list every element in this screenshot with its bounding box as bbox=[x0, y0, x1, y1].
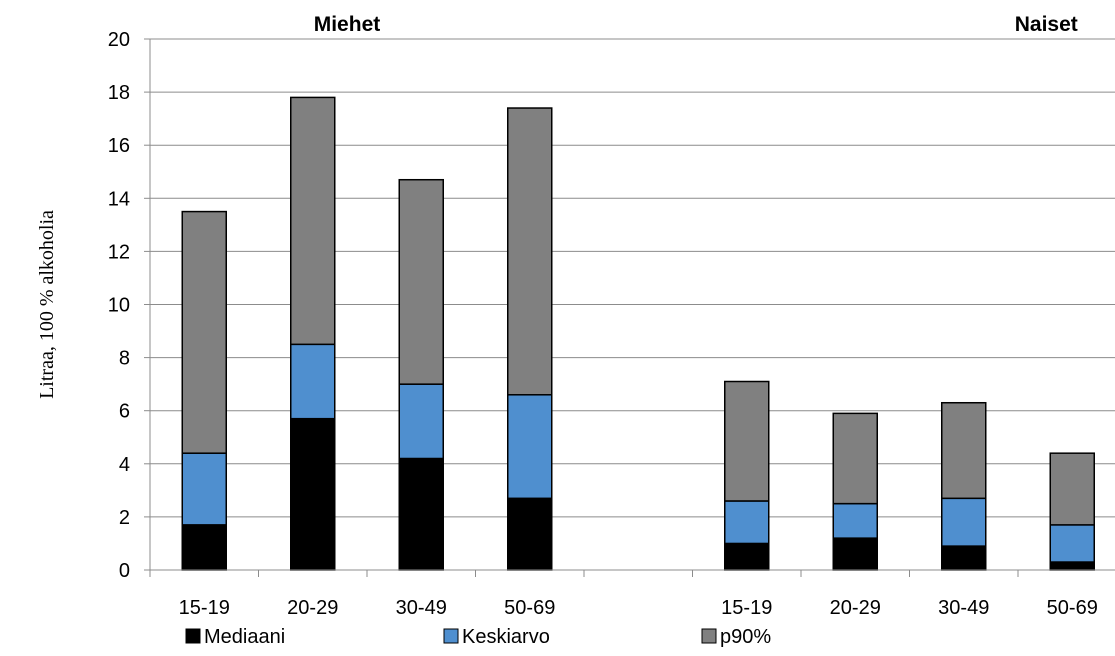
legend-label: Keskiarvo bbox=[462, 626, 550, 648]
y-tick-label: 12 bbox=[108, 241, 130, 263]
y-tick-label: 2 bbox=[119, 507, 130, 529]
bar-segment-mediaani bbox=[507, 497, 553, 571]
bar-segment-keskiarvo bbox=[724, 500, 770, 545]
bar-segment-p90- bbox=[507, 107, 553, 396]
group-label: Naiset bbox=[1015, 13, 1078, 36]
bar-segment-keskiarvo bbox=[290, 343, 336, 420]
legend-label: p90% bbox=[720, 626, 771, 648]
legend-swatch bbox=[701, 628, 717, 644]
legend-label: Mediaani bbox=[204, 626, 285, 648]
bar-segment-keskiarvo bbox=[941, 497, 987, 547]
bar-segment-mediaani bbox=[832, 537, 878, 571]
x-tick-label: 50-69 bbox=[1047, 597, 1098, 619]
bar-segment-mediaani bbox=[1049, 561, 1095, 571]
group-label: Miehet bbox=[314, 13, 381, 36]
y-tick-label: 8 bbox=[119, 348, 130, 370]
x-tick-label: 20-29 bbox=[287, 597, 338, 619]
labels: 0 2 4 6 8 10 12 14 16 18 20 15-19 20-29 30-49 50-69 15-… bbox=[36, 13, 1098, 619]
bars bbox=[181, 96, 1095, 571]
y-tick-label: 0 bbox=[119, 560, 130, 582]
x-tick-label: 30-49 bbox=[396, 597, 447, 619]
y-tick-label: 6 bbox=[119, 401, 130, 423]
bar-segment-mediaani bbox=[724, 542, 770, 571]
bar-segment-keskiarvo bbox=[1049, 524, 1095, 563]
x-tick-label: 30-49 bbox=[938, 597, 989, 619]
y-axis-label: Litraa, 100 % alkoholia bbox=[36, 210, 58, 399]
bar-segment-p90- bbox=[832, 412, 878, 505]
x-tick-label: 50-69 bbox=[504, 597, 555, 619]
bar-segment-mediaani bbox=[398, 457, 444, 571]
x-tick-label: 20-29 bbox=[830, 597, 881, 619]
bar-segment-keskiarvo bbox=[181, 452, 227, 526]
y-tick-label: 10 bbox=[108, 295, 130, 317]
y-tick-label: 18 bbox=[108, 82, 130, 104]
axes bbox=[144, 38, 1115, 577]
bar-segment-p90- bbox=[398, 178, 444, 385]
bar-segment-p90- bbox=[724, 380, 770, 502]
bar-segment-p90- bbox=[290, 96, 336, 346]
bar-segment-p90- bbox=[941, 401, 987, 500]
x-tick-label: 15-19 bbox=[721, 597, 772, 619]
bar-segment-mediaani bbox=[290, 417, 336, 571]
bar-segment-keskiarvo bbox=[398, 383, 444, 460]
legend: Mediaani Keskiarvo p90% bbox=[185, 626, 771, 648]
bar-segment-p90- bbox=[181, 210, 227, 454]
bar-segment-p90- bbox=[1049, 452, 1095, 526]
x-tick-label: 15-19 bbox=[179, 597, 230, 619]
y-tick-label: 14 bbox=[108, 188, 130, 210]
y-tick-label: 16 bbox=[108, 135, 130, 157]
bar-segment-mediaani bbox=[181, 524, 227, 571]
legend-swatch bbox=[443, 628, 459, 644]
legend-swatch bbox=[185, 628, 201, 644]
y-tick-label: 4 bbox=[119, 454, 130, 476]
bar-segment-keskiarvo bbox=[507, 394, 553, 500]
bar-segment-keskiarvo bbox=[832, 502, 878, 539]
y-tick-label: 20 bbox=[108, 29, 130, 51]
bar-segment-mediaani bbox=[941, 545, 987, 571]
